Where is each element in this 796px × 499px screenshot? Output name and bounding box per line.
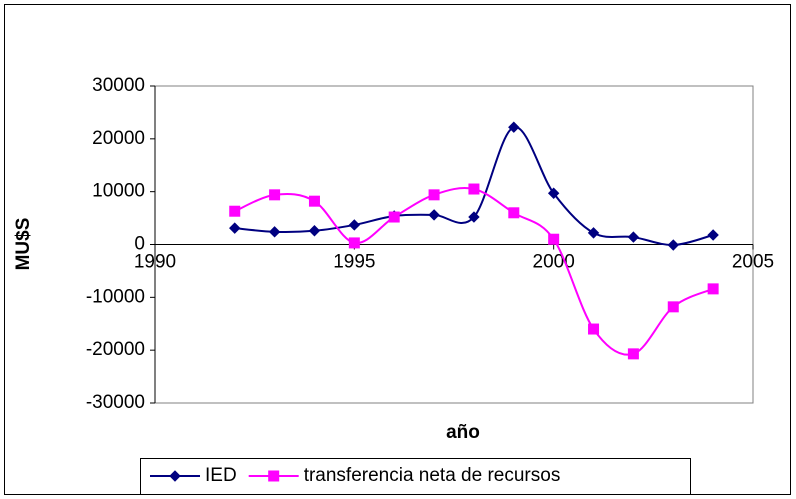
marker-diamond (348, 219, 361, 231)
y-tick-label: 30000 (92, 75, 145, 96)
x-axis-title: año (446, 422, 480, 443)
marker-square (269, 189, 281, 201)
marker-square (428, 189, 440, 201)
marker-diamond (547, 187, 560, 199)
marker-square (468, 183, 480, 195)
marker-square (308, 195, 320, 207)
x-tick-label: 2000 (533, 252, 575, 273)
marker-diamond (169, 470, 181, 482)
y-tick-label: 10000 (92, 181, 145, 202)
marker-square (627, 348, 639, 360)
legend-label: IED (205, 465, 237, 486)
y-tick-label: -20000 (86, 339, 145, 360)
marker-square (268, 470, 280, 482)
marker-diamond (508, 121, 520, 133)
marker-square (508, 207, 520, 219)
y-tick-label: -10000 (86, 286, 145, 307)
x-tick-label: 1995 (333, 252, 375, 273)
marker-square (548, 233, 560, 245)
marker-diamond (268, 226, 281, 238)
y-tick-label: 20000 (92, 128, 145, 149)
marker-diamond (428, 209, 440, 221)
marker-square (348, 237, 360, 249)
marker-square (707, 283, 719, 295)
legend-label: transferencia neta de recursos (304, 465, 561, 486)
marker-diamond (229, 222, 241, 234)
marker-diamond (308, 225, 321, 237)
legend-box (140, 458, 691, 495)
marker-square (388, 211, 400, 223)
marker-diamond (707, 229, 719, 241)
y-axis-title: MU$S (13, 218, 34, 271)
marker-diamond (587, 227, 600, 239)
y-tick-label: 0 (134, 234, 145, 255)
marker-diamond (667, 239, 679, 251)
marker-diamond (468, 211, 480, 223)
marker-square (588, 323, 600, 335)
x-tick-label: 1990 (134, 252, 176, 273)
marker-diamond (627, 231, 640, 243)
y-tick-label: -30000 (86, 392, 145, 413)
marker-square (667, 301, 679, 313)
marker-square (229, 205, 241, 217)
x-tick-label: 2005 (732, 252, 774, 273)
